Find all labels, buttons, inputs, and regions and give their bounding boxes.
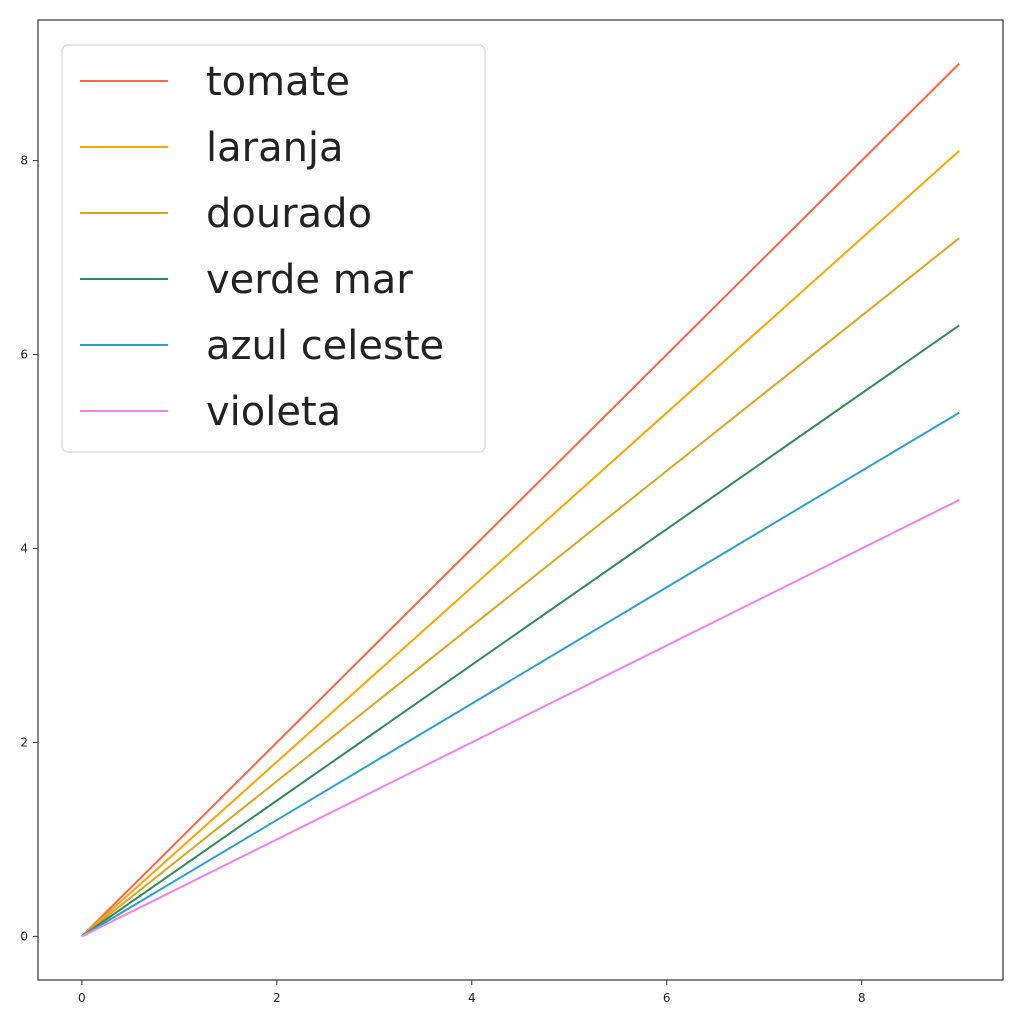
y-tick-label: 6 [20,348,28,362]
x-tick-label: 0 [78,991,86,1005]
legend-label: dourado [206,191,372,237]
y-tick-label: 8 [20,154,28,168]
legend-label: laranja [206,125,344,171]
series-line-5 [81,499,960,938]
series-line-0 [81,62,960,938]
x-tick-label: 4 [468,991,476,1005]
y-tick-label: 2 [20,735,28,749]
x-tick-label: 2 [273,991,281,1005]
legend-label: verde mar [206,257,413,303]
series-line-4 [81,411,960,938]
x-tick-label: 6 [663,991,671,1005]
legend-label: azul celeste [206,323,444,369]
legend-label: tomate [206,59,350,105]
plot-frame [37,19,1004,981]
series-line-1 [81,150,960,938]
y-tick-label: 0 [20,929,28,943]
legend: tomate laranja dourado verde mar azul celest… [61,44,486,453]
legend-label: violeta [206,389,341,435]
y-tick-label: 4 [20,541,28,555]
x-tick-label: 8 [858,991,866,1005]
series-line-3 [81,324,960,938]
series-line-2 [81,237,960,938]
